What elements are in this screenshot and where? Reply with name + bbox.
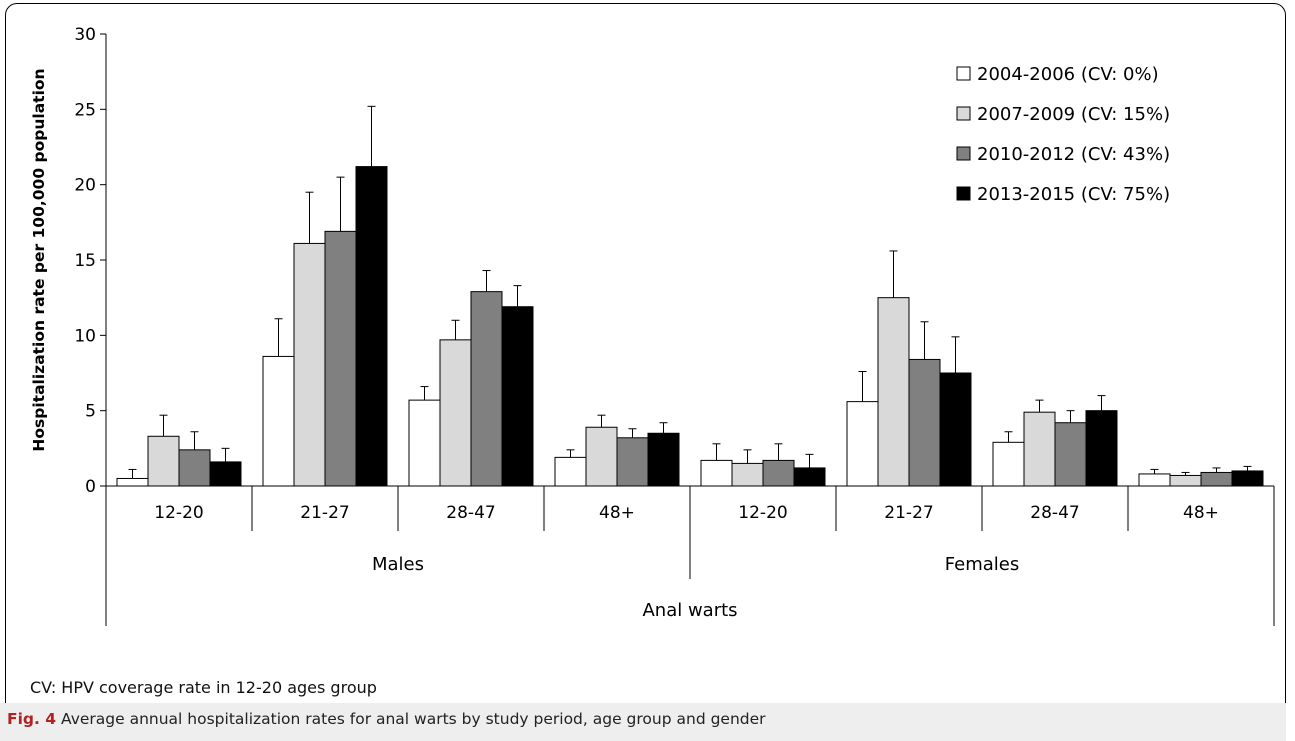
group-label: Females [945,554,1019,575]
bar [731,462,764,487]
bar [1169,474,1202,487]
bar [408,399,441,487]
y-tick-label: 15 [74,251,96,271]
bar [1085,410,1118,487]
y-tick-label: 30 [74,25,96,45]
x-tick-label: 28-47 [446,503,495,523]
bar [324,230,357,487]
bar [1231,470,1264,487]
legend-label: 2013-2015 (CV: 75%) [977,184,1170,205]
legend-label: 2007-2009 (CV: 15%) [977,104,1170,125]
legend-swatch [956,146,971,161]
y-tick-label: 20 [74,176,96,196]
figure-caption: Fig. 4 Average annual hospitalization ra… [0,703,1286,741]
x-tick-label: 28-47 [1030,503,1079,523]
figure-frame [5,3,1286,731]
bar [700,459,733,487]
bar [147,435,180,487]
bar [939,372,972,487]
legend-swatch [956,106,971,121]
caption-label: Fig. 4 [7,710,57,728]
bar [1023,411,1056,487]
bar [793,467,826,487]
bar [293,242,326,487]
y-axis-label: Hospitalization rate per 100,000 populat… [30,68,48,451]
bar [262,355,295,487]
bar [1138,473,1171,487]
bar [585,426,618,487]
bar [439,339,472,487]
bar [355,166,388,487]
coverage-note: CV: HPV coverage rate in 12-20 ages grou… [30,678,377,697]
y-tick-label: 0 [85,477,96,497]
bar [116,477,149,487]
x-tick-label: 21-27 [300,503,349,523]
bar [209,461,242,487]
y-tick-label: 10 [74,326,96,346]
group-label: Males [372,554,424,575]
x-tick-label: 48+ [1183,503,1219,523]
bar [1054,422,1087,487]
bar [501,306,534,487]
legend-swatch [956,186,971,201]
y-tick-label: 5 [85,402,96,422]
bar [992,441,1025,487]
y-tick-label: 25 [74,100,96,120]
x-tick-label: 48+ [599,503,635,523]
bar [908,358,941,487]
bar [178,449,211,487]
bar [554,456,587,487]
bar [470,291,503,487]
x-tick-label: 12-20 [154,503,203,523]
bar [846,401,879,487]
x-tick-label: 21-27 [884,503,933,523]
bar [616,437,649,487]
legend-swatch [956,66,971,81]
x-axis-label: Anal warts [642,600,737,621]
bar [877,297,910,487]
x-tick-label: 12-20 [738,503,787,523]
bar [1200,471,1233,487]
legend-label: 2010-2012 (CV: 43%) [977,144,1170,165]
bar [647,432,680,487]
bar [762,459,795,487]
caption-text: Average annual hospitalization rates for… [61,710,766,728]
legend-label: 2004-2006 (CV: 0%) [977,64,1159,85]
